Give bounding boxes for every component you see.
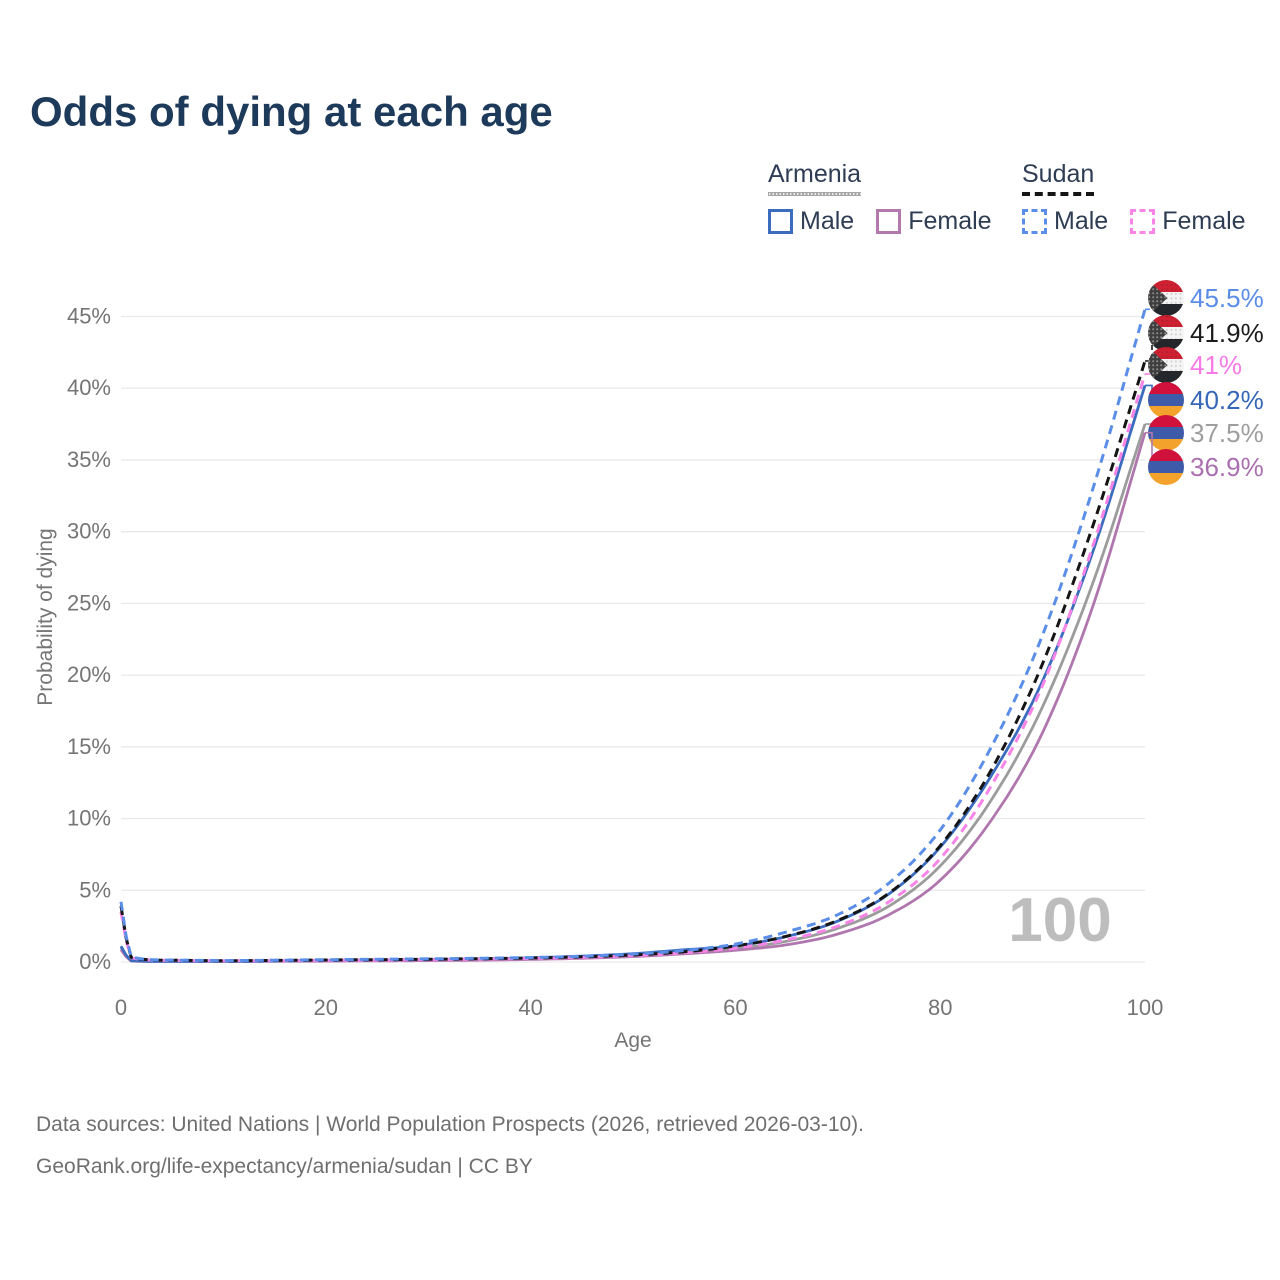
end-label-armenia-female: 36.9% [1190,452,1264,482]
end-label-armenia-male: 40.2% [1190,385,1264,415]
end-label-sudan-both: 41.9% [1190,318,1264,348]
flag-icon-sudan [1148,280,1184,316]
legend-country-sudan-label: Sudan [1022,160,1095,188]
flag-icon-armenia [1148,382,1184,418]
legend-label-armenia-female: Female [908,207,992,235]
y-tick-label: 0% [79,949,111,974]
legend-item-armenia-female[interactable]: Female [876,207,992,236]
y-tick-label: 10% [67,806,111,831]
x-tick-label: 60 [723,995,747,1020]
end-label-armenia-both: 37.5% [1190,418,1264,448]
series-line-armenia-female[interactable] [119,432,1147,963]
y-axis-tick-labels: 0% 5% 10% 15% 20% 25% 30% 35% 40% 45% [67,304,111,975]
y-tick-label: 20% [67,662,111,687]
flag-icon-sudan [1148,315,1184,351]
gridlines [121,315,1145,963]
legend-swatch-armenia-female [876,209,902,234]
y-tick-label: 30% [67,519,111,544]
legend-underline-armenia [768,192,862,196]
page-title: Odds of dying at each age [30,88,553,135]
flag-icon-armenia [1148,449,1184,485]
legend-country-armenia-label: Armenia [768,160,862,188]
x-tick-label: 40 [518,995,542,1020]
series-line-sudan-female[interactable] [119,373,1147,963]
legend-swatch-sudan-male [1022,209,1047,234]
legend-swatch-sudan-female [1130,209,1156,234]
y-tick-label: 45% [67,304,111,329]
legend-group-armenia: Armenia Male Female [768,160,992,236]
y-tick-label: 15% [67,734,111,759]
x-tick-label: 20 [314,995,338,1020]
flag-icon-sudan [1148,347,1184,383]
source-line-2: GeoRank.org/life-expectancy/armenia/suda… [36,1155,533,1178]
legend-label-armenia-male: Male [800,207,855,235]
age-watermark: 100 [1008,886,1111,955]
legend-label-sudan-male: Male [1054,207,1109,235]
series-line-armenia-both[interactable] [119,423,1147,963]
end-label-sudan-female: 41% [1190,350,1242,380]
y-tick-label: 35% [67,447,111,472]
legend-underline-sudan [1022,192,1095,196]
x-tick-label: 0 [115,995,127,1020]
y-tick-label: 25% [67,590,111,615]
source-attribution: Data sources: United Nations | World Pop… [36,1104,864,1188]
end-label-sudan-male: 45.5% [1190,283,1264,313]
legend-item-sudan-female[interactable]: Female [1130,207,1246,236]
legend-item-armenia-male[interactable]: Male [768,207,854,236]
flag-icon-armenia [1148,415,1184,451]
end-annotations: 45.5% 41.9%41% 40.2%37.5% 36.9% [1145,280,1264,485]
legend: Armenia Male Female Sudan Male [0,0,1280,250]
series-lines [119,308,1147,963]
source-line-1: Data sources: United Nations | World Pop… [36,1113,865,1136]
x-tick-label: 100 [1127,995,1164,1020]
legend-label-sudan-female: Female [1162,207,1246,235]
series-line-armenia-male[interactable] [119,384,1147,963]
legend-group-sudan: Sudan Male Female [1022,160,1246,236]
legend-country-armenia[interactable]: Armenia [768,160,862,196]
x-axis-title: Age [614,1029,651,1052]
legend-country-sudan[interactable]: Sudan [1022,160,1095,196]
y-tick-label: 40% [67,375,111,400]
series-line-sudan-both[interactable] [119,360,1147,963]
y-axis-title: Probability of dying [34,528,57,705]
x-tick-label: 80 [928,995,952,1020]
legend-item-sudan-male[interactable]: Male [1022,207,1108,236]
y-tick-label: 5% [79,877,111,902]
legend-swatch-armenia-male [768,209,793,234]
series-line-sudan-male[interactable] [119,308,1147,963]
x-axis-tick-labels: 0 20 40 60 80 100 [115,995,1163,1020]
